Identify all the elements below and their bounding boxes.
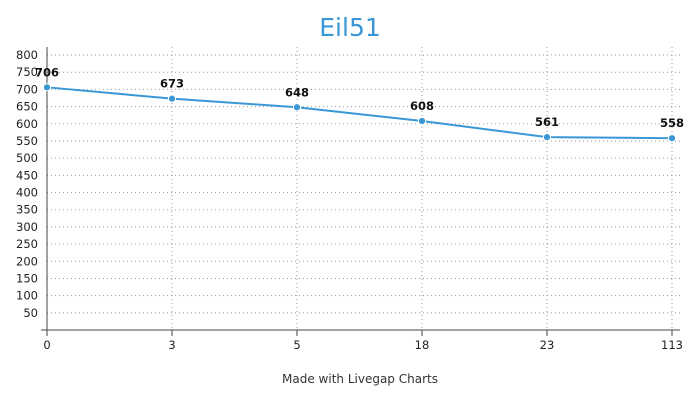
grid-lines — [46, 47, 680, 330]
data-point[interactable] — [167, 94, 177, 103]
y-tick-label: 350 — [16, 203, 38, 217]
y-tick-label: 450 — [16, 168, 38, 182]
x-tick-label: 3 — [168, 338, 175, 352]
chart-credit: Made with Livegap Charts — [282, 372, 438, 386]
y-tick-label: 50 — [23, 306, 38, 320]
y-tick-label: 500 — [16, 151, 38, 165]
y-tick-label: 750 — [16, 65, 38, 79]
x-tick-label: 0 — [43, 338, 50, 352]
data-point[interactable] — [292, 103, 302, 112]
x-axis-tick-labels: 0 3 5 18 23 113 — [43, 338, 683, 352]
y-tick-label: 600 — [16, 117, 38, 131]
y-tick-label: 400 — [16, 186, 38, 200]
data-point[interactable] — [667, 134, 677, 143]
data-label: 561 — [535, 115, 559, 129]
axes — [41, 47, 680, 336]
data-label: 648 — [285, 85, 309, 99]
y-tick-label: 550 — [16, 134, 38, 148]
series-layer — [42, 83, 677, 143]
data-labels: 706 673 648 608 561 558 — [35, 65, 684, 130]
x-tick-label: 113 — [661, 338, 683, 352]
chart-title: Eil51 — [319, 13, 381, 42]
data-point[interactable] — [542, 133, 552, 142]
x-tick-label: 5 — [293, 338, 300, 352]
data-point[interactable] — [42, 83, 52, 92]
y-tick-label: 200 — [16, 254, 38, 268]
series-line — [46, 86, 673, 140]
x-tick-label: 18 — [415, 338, 430, 352]
data-label: 706 — [35, 65, 59, 79]
y-axis-tick-labels: 50 100 150 200 250 300 350 400 450 500 550 600 650 70… — [16, 48, 38, 320]
y-tick-label: 150 — [16, 271, 38, 285]
x-tick-label: 23 — [540, 338, 555, 352]
data-label: 608 — [410, 99, 434, 113]
y-tick-label: 700 — [16, 82, 38, 96]
y-tick-label: 100 — [16, 289, 38, 303]
y-tick-label: 250 — [16, 237, 38, 251]
data-label: 673 — [160, 77, 184, 91]
y-tick-label: 300 — [16, 220, 38, 234]
y-tick-label: 650 — [16, 100, 38, 114]
data-label: 558 — [660, 116, 684, 130]
data-point[interactable] — [417, 116, 427, 126]
y-tick-label: 800 — [16, 48, 38, 62]
